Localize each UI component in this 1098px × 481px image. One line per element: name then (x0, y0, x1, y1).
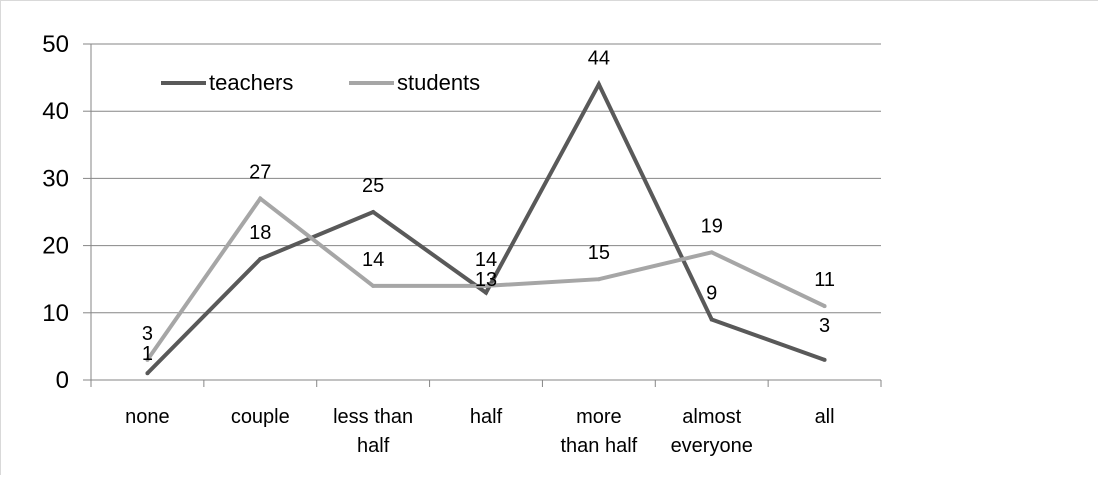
x-tick-label: more than half (560, 406, 637, 457)
data-point-teachers (709, 317, 714, 322)
data-point-students (371, 283, 376, 288)
data-label-students: 3 (142, 323, 153, 345)
data-point-teachers (145, 371, 150, 376)
data-point-students (145, 357, 150, 362)
data-point-teachers (596, 82, 601, 87)
x-tick-label: none (125, 406, 170, 428)
data-point-students (484, 283, 488, 288)
data-label-teachers: 13 (475, 269, 497, 291)
legend-label-teachers: teachers (209, 70, 293, 95)
data-label-students: 19 (701, 215, 723, 237)
axes (83, 43, 882, 387)
series-lines (145, 79, 827, 376)
data-point-students (709, 250, 714, 255)
x-tick-label: less than half (333, 406, 413, 457)
y-tick-label: 40 (42, 98, 69, 125)
data-label-students: 11 (814, 269, 835, 291)
data-label-students: 14 (362, 249, 384, 271)
data-label-teachers: 18 (249, 222, 271, 244)
gridlines (91, 43, 881, 314)
y-tick-label: 10 (42, 300, 69, 327)
legend: teachers students (161, 70, 480, 95)
y-axis-ticks: 0 10 20 30 40 50 (42, 31, 69, 394)
data-label-teachers: 25 (362, 175, 384, 197)
y-tick-label: 0 (56, 367, 69, 394)
data-point-students (822, 304, 827, 309)
x-axis-ticks: none couple less than half half more than half… (125, 406, 834, 457)
data-point-teachers (484, 290, 488, 295)
x-tick-label: all (815, 406, 835, 428)
x-tick-label: half (470, 406, 503, 428)
x-tick-label: couple (231, 406, 290, 428)
y-tick-label: 50 (42, 31, 69, 58)
data-label-students: 15 (588, 242, 610, 264)
legend-label-students: students (397, 70, 480, 95)
data-point-teachers (822, 357, 827, 362)
data-label-students: 14 (475, 249, 497, 271)
x-tick-label: almost everyone (671, 406, 753, 457)
data-point-students (596, 277, 601, 282)
data-label-teachers: 44 (588, 47, 610, 69)
data-point-teachers (371, 210, 376, 214)
y-tick-label: 20 (42, 233, 69, 260)
data-label-teachers: 9 (706, 283, 717, 305)
data-label-teachers: 3 (819, 315, 830, 337)
data-point-teachers (258, 257, 263, 262)
y-tick-label: 30 (42, 165, 69, 192)
data-point-students (258, 196, 263, 201)
data-label-students: 27 (249, 162, 271, 184)
data-label-teachers: 1 (142, 343, 153, 365)
